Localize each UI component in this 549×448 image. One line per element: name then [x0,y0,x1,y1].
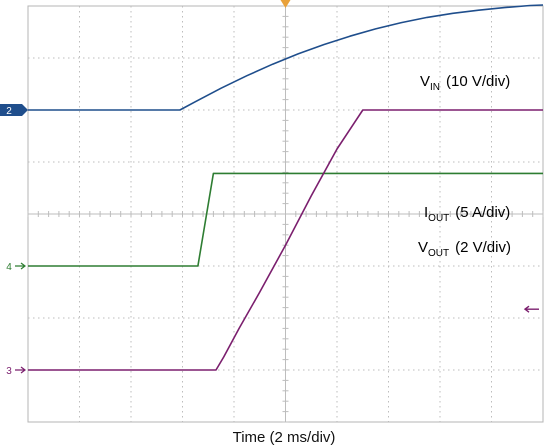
series-label-v-in-main: V [420,73,430,90]
channel-marker-number: 2 [6,106,12,117]
series-label-i-out: IOUT (5 A/div) [424,204,510,224]
channel-marker-arrow [22,104,28,116]
trace-v-in [28,4,544,111]
series-label-i-out-scale: (5 A/div) [455,204,510,221]
series-label-v-in-scale: (10 V/div) [446,73,510,90]
channel-marker-3: 3 [6,366,26,377]
channel-marker-arrow [15,366,26,374]
series-label-i-out-sub: OUT [428,213,449,224]
channel-marker-number: 3 [6,366,12,377]
series-label-v-out-main: V [418,239,428,256]
trace-layer [28,4,544,371]
series-label-i-out-main: I [424,204,428,221]
channel-marker-arrow [15,262,26,270]
series-label-v-in-sub: IN [430,82,440,93]
channel-marker-4: 4 [6,262,26,273]
channel-marker-number: 4 [6,262,12,273]
trigger-level-marker [523,305,539,313]
series-label-v-out-sub: OUT [428,248,449,259]
series-label-v-in: VIN (10 V/div) [420,73,510,93]
series-label-v-out-scale: (2 V/div) [455,239,511,256]
channel-marker-badge [0,104,22,116]
channel-marker-layer: 2 4 3 [0,0,539,377]
trigger-marker [280,0,291,8]
x-axis-label: Time (2 ms/div) [233,429,336,446]
series-label-v-out: VOUT (2 V/div) [418,239,511,259]
trace-i-out [28,172,543,267]
channel-marker-2: 2 [0,104,28,117]
trace-v-out [28,109,543,371]
